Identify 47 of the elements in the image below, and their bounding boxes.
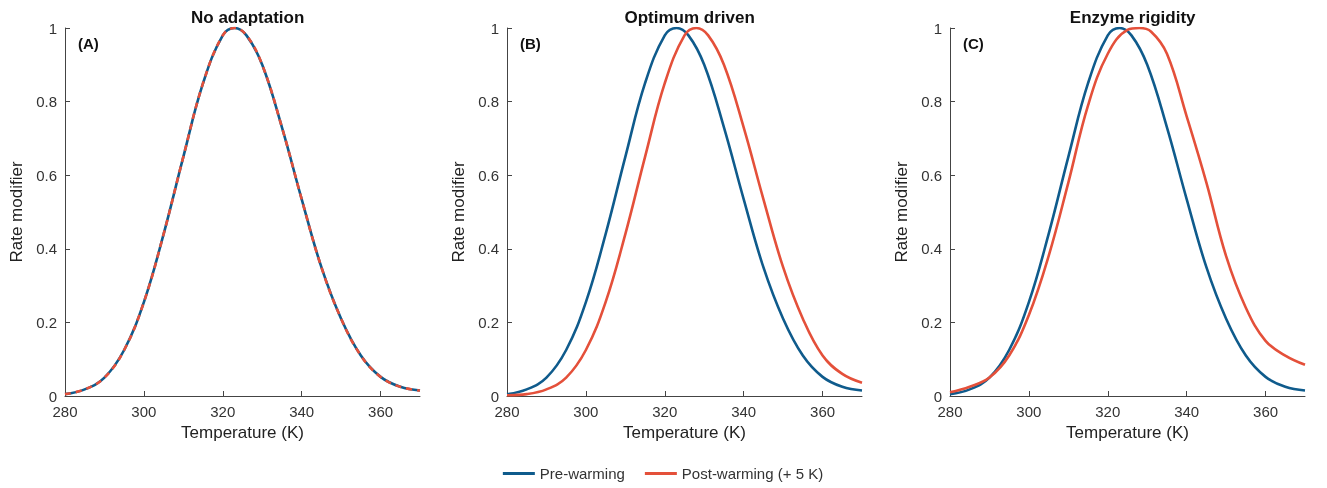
y-tick-label: 0.8 xyxy=(920,93,942,111)
y-axis-title: Rate modifier xyxy=(7,161,27,263)
y-tick-label: 0.6 xyxy=(920,166,942,184)
x-tick-label: 360 xyxy=(810,403,836,420)
annotation: (A) xyxy=(78,35,99,52)
y-tick-label: 0 xyxy=(48,387,57,405)
x-axis-title: Temperature (K) xyxy=(181,422,304,442)
x-tick-label: 320 xyxy=(210,403,236,420)
y-tick-label: 0 xyxy=(490,387,500,405)
x-tick-label: 360 xyxy=(368,403,394,420)
x-tick-label: 280 xyxy=(52,403,78,420)
y-tick-label: 0.2 xyxy=(36,313,57,331)
y-tick-label: 1 xyxy=(490,19,500,37)
y-tick-label: 0.6 xyxy=(36,166,57,184)
annotation: (C) xyxy=(962,35,984,52)
chart-title: Optimum driven xyxy=(624,8,756,27)
y-tick-label: 0.8 xyxy=(478,93,500,111)
x-tick-label: 320 xyxy=(652,403,678,420)
x-tick-label: 300 xyxy=(131,403,157,420)
y-tick-label: 0.6 xyxy=(478,166,500,184)
legend-label: Pre-warming xyxy=(540,465,626,482)
x-tick-label: 280 xyxy=(937,403,963,420)
y-tick-label: 0.2 xyxy=(920,313,942,331)
legend-label: Post-warming (+ 5 K) xyxy=(682,465,824,482)
x-tick-label: 280 xyxy=(494,403,520,420)
y-tick-label: 0.4 xyxy=(478,240,500,258)
y-tick-label: 1 xyxy=(48,19,57,37)
y-tick-label: 0.8 xyxy=(36,93,57,111)
y-tick-label: 1 xyxy=(933,19,942,37)
x-tick-label: 320 xyxy=(1094,403,1120,420)
chart-title: Enzyme rigidity xyxy=(1069,8,1196,27)
x-tick-label: 340 xyxy=(731,403,757,420)
x-axis-title: Temperature (K) xyxy=(623,422,747,442)
chart-title: No adaptation xyxy=(190,8,305,27)
y-axis-title: Rate modifier xyxy=(891,161,911,263)
y-tick-label: 0.4 xyxy=(36,240,57,258)
x-tick-label: 360 xyxy=(1252,403,1278,420)
x-tick-label: 300 xyxy=(573,403,599,420)
y-tick-label: 0.2 xyxy=(478,313,500,331)
x-tick-label: 300 xyxy=(1016,403,1042,420)
y-tick-label: 0 xyxy=(933,387,942,405)
x-tick-label: 340 xyxy=(1173,403,1199,420)
x-tick-label: 340 xyxy=(289,403,315,420)
x-axis-title: Temperature (K) xyxy=(1065,422,1189,442)
y-axis-title: Rate modifier xyxy=(449,161,469,263)
annotation: (B) xyxy=(520,35,542,52)
y-tick-label: 0.4 xyxy=(920,240,942,258)
